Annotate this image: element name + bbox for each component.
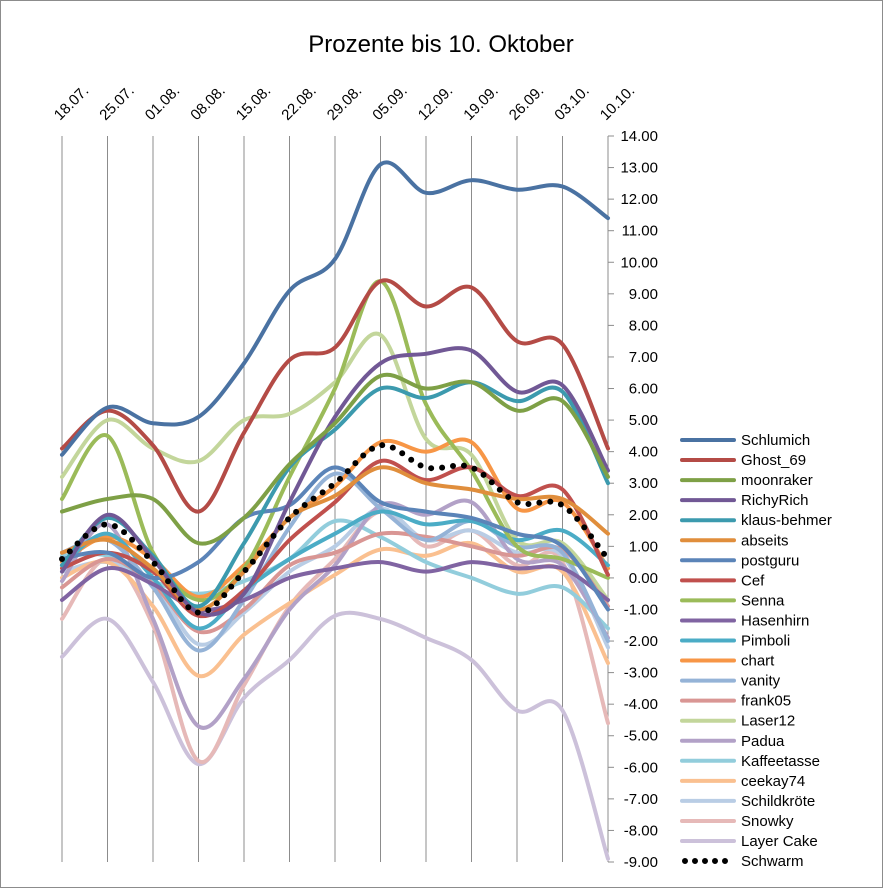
- legend-label-chart: chart: [741, 653, 775, 670]
- series-line-hasenhirn: [60, 560, 610, 613]
- legend-label-pimboli: Pimboli: [741, 633, 790, 650]
- legend-label-abseits: abseits: [741, 532, 789, 549]
- legend-label-layer-cake: Layer Cake: [741, 833, 818, 850]
- series-line-ceekay74: [60, 540, 610, 679]
- x-tick-label: 05.09.: [369, 82, 411, 124]
- y-tick-label: 12.00: [620, 191, 658, 208]
- x-tick-label: 15.08.: [233, 82, 275, 124]
- series-line-abseits: [60, 465, 610, 612]
- y-tick-label: 1.00: [629, 538, 658, 555]
- y-tick-label: -5.00: [624, 728, 658, 745]
- legend-label-schlumich: Schlumich: [741, 432, 810, 449]
- y-tick-label: 2.00: [629, 507, 658, 524]
- x-tick-label: 19.09.: [460, 82, 502, 124]
- legend-label-hasenhirn: Hasenhirn: [741, 612, 809, 629]
- x-tick-label: 25.07.: [96, 82, 138, 124]
- x-tick-label: 26.09.: [506, 82, 548, 124]
- y-tick-label: 10.00: [620, 254, 658, 271]
- legend-label-ghost-69: Ghost_69: [741, 452, 806, 469]
- chart-title: Prozente bis 10. Oktober: [308, 31, 573, 58]
- legend-label-snowky: Snowky: [741, 813, 794, 830]
- x-tick-label: 22.08.: [278, 82, 320, 124]
- y-tick-label: -4.00: [624, 696, 658, 713]
- x-tick-label: 03.10.: [551, 82, 593, 124]
- y-tick-label: -7.00: [624, 791, 658, 808]
- legend-label-frank05: frank05: [741, 693, 791, 710]
- x-tick-labels: 18.07. 25.07. 01.08. 08.08. 15.08. 22.08. 29.0…: [51, 82, 639, 124]
- legend-label-ceekay74: ceekay74: [741, 773, 805, 790]
- legend-label-richyrich: RichyRich: [741, 492, 809, 509]
- y-tick-label: 14.00: [620, 128, 658, 145]
- y-tick-label: -1.00: [624, 601, 658, 618]
- y-tick-label: -8.00: [624, 822, 658, 839]
- legend-label-padua: Padua: [741, 733, 785, 750]
- x-tick-label: 12.09.: [415, 82, 457, 124]
- series-line-cef: [60, 458, 610, 619]
- y-tick-label: 13.00: [620, 160, 658, 177]
- series-line-schwarm: [59, 442, 611, 616]
- series-line-ghost-69: [60, 278, 610, 514]
- legend-label-postguru: postguru: [741, 552, 799, 569]
- series-lines: [59, 160, 611, 861]
- y-tick-labels: 14.00 13.00 12.00 11.00 10.00 9.00 8.00 7.00 6.0…: [620, 128, 658, 871]
- x-tick-label: 01.08.: [142, 82, 184, 124]
- legend-label-senna: Senna: [741, 592, 785, 609]
- legend-label-klaus-behmer: klaus-behmer: [741, 512, 832, 529]
- y-tick-label: -3.00: [624, 665, 658, 682]
- legend-label-schwarm: Schwarm: [741, 853, 804, 870]
- series-line-layer-cake: [60, 610, 610, 861]
- x-tick-label: 29.08.: [324, 82, 366, 124]
- x-tick-label: 10.10.: [597, 82, 639, 124]
- series-line-klaus-behmer: [60, 380, 610, 609]
- y-tick-label: 4.00: [629, 444, 658, 461]
- series-line-richyrich: [60, 346, 610, 617]
- series-line-padua: [60, 498, 610, 730]
- y-axis: [607, 135, 614, 863]
- y-tick-label: -2.00: [624, 633, 658, 650]
- series-line-schlumich: [60, 160, 610, 457]
- legend: Schlumich Ghost_69 moonraker RichyRich klaus…: [680, 432, 832, 870]
- y-tick-label: 9.00: [629, 286, 658, 303]
- y-tick-label: -9.00: [624, 854, 658, 871]
- y-tick-label: 11.00: [622, 223, 658, 240]
- x-tick-label: 18.07.: [51, 82, 93, 124]
- y-tick-label: -6.00: [624, 759, 658, 776]
- y-tick-label: 6.00: [629, 381, 658, 398]
- y-tick-label: 5.00: [629, 412, 658, 429]
- legend-label-laser12: Laser12: [741, 713, 795, 730]
- series-line-moonraker: [60, 372, 610, 546]
- legend-label-kaffeetasse: Kaffeetasse: [741, 753, 820, 770]
- legend-label-cef: Cef: [741, 572, 765, 589]
- y-tick-label: 8.00: [629, 317, 658, 334]
- legend-label-schildkr-te: Schildkröte: [741, 793, 815, 810]
- y-tick-label: 0.00: [629, 570, 658, 587]
- legend-label-moonraker: moonraker: [741, 472, 813, 489]
- series-line-postguru: [60, 465, 610, 612]
- y-tick-label: 7.00: [629, 349, 658, 366]
- series-line-kaffeetasse: [60, 518, 610, 631]
- x-tick-label: 08.08.: [187, 82, 229, 124]
- legend-label-vanity: vanity: [741, 673, 781, 690]
- y-tick-label: 3.00: [629, 475, 658, 492]
